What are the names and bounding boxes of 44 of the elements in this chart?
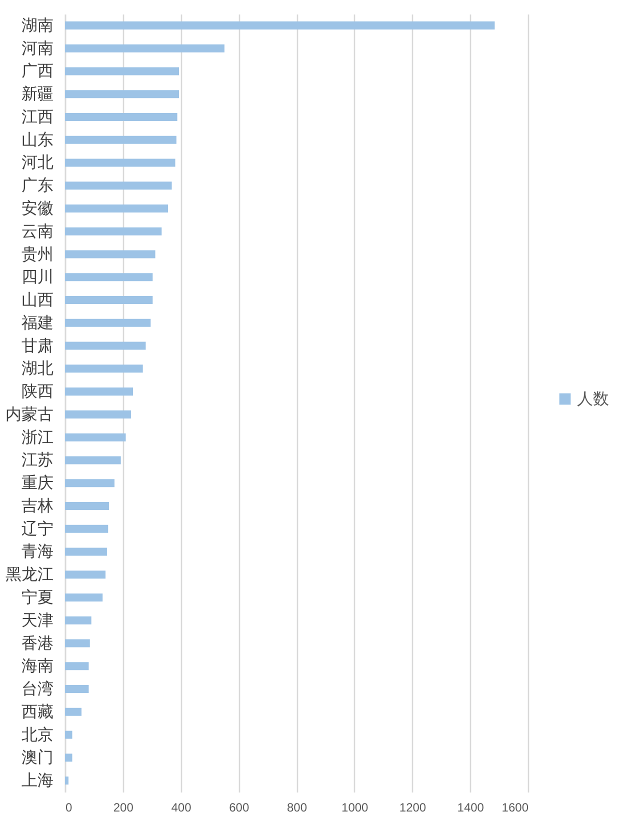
y-tick-label: 江苏 <box>22 451 54 470</box>
y-tick-label: 甘肃 <box>22 336 54 355</box>
y-tick-label: 上海 <box>22 772 54 790</box>
y-tick-label: 广西 <box>22 62 54 80</box>
y-tick-label: 海南 <box>22 657 54 676</box>
y-tick-label: 安徽 <box>22 200 54 218</box>
x-tick-label: 200 <box>113 800 134 814</box>
x-tick-label: 0 <box>66 800 72 814</box>
y-tick-label: 香港 <box>22 634 54 652</box>
y-tick-label: 浙江 <box>22 428 54 446</box>
y-tick-label: 黑龙江 <box>6 566 54 584</box>
y-tick-label: 辽宁 <box>22 520 54 538</box>
x-tick-label: 1000 <box>342 800 369 814</box>
x-tick-label: 1600 <box>502 800 529 814</box>
y-tick-label: 江西 <box>22 108 54 126</box>
y-tick-label: 吉林 <box>22 496 54 515</box>
y-tick-label: 贵州 <box>22 245 54 264</box>
x-tick-label: 800 <box>286 800 308 814</box>
y-tick-label: 福建 <box>22 314 54 332</box>
y-tick-label: 山西 <box>22 291 54 310</box>
y-tick-label: 山东 <box>22 130 54 149</box>
legend-label: 人数 <box>577 391 609 408</box>
y-tick-label: 湖南 <box>22 16 54 34</box>
y-tick-label: 青海 <box>22 542 54 561</box>
y-tick-label: 河北 <box>22 154 54 172</box>
x-tick-label: 600 <box>229 800 250 814</box>
y-tick-label: 湖北 <box>22 360 54 378</box>
y-tick-label: 台湾 <box>22 680 54 698</box>
y-tick-label: 河南 <box>22 39 54 58</box>
y-tick-label: 新疆 <box>22 85 54 104</box>
y-tick-label: 四川 <box>22 268 54 286</box>
y-tick-label: 西藏 <box>22 702 54 721</box>
y-tick-label: 重庆 <box>22 474 54 492</box>
x-tick-label: 1400 <box>457 800 484 814</box>
y-tick-label: 澳门 <box>22 748 54 767</box>
y-tick-label: 广东 <box>22 176 54 195</box>
y-tick-label: 北京 <box>22 726 54 744</box>
y-tick-label: 内蒙古 <box>6 405 54 424</box>
y-tick-label: 天津 <box>22 611 54 630</box>
y-tick-label: 陕西 <box>22 384 54 401</box>
x-tick-label: 400 <box>171 800 192 814</box>
y-tick-label: 云南 <box>22 222 54 240</box>
x-tick-label: 1200 <box>399 800 426 814</box>
y-tick-label: 宁夏 <box>22 588 54 606</box>
